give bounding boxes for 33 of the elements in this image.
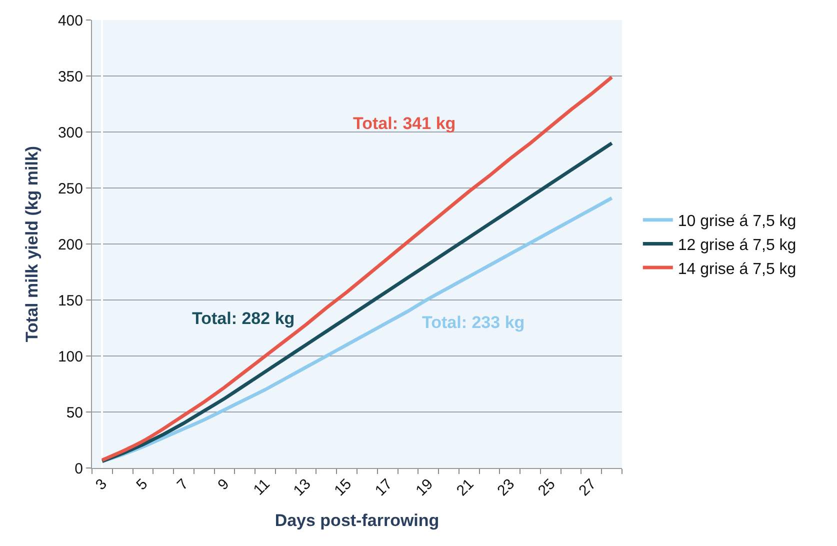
x-tick-label: 9	[214, 476, 233, 494]
x-tick-label: 19	[412, 476, 436, 500]
x-tick-label: 21	[453, 476, 478, 500]
y-tick-label: 300	[58, 124, 83, 142]
legend-label: 12 grise á 7,5 kg	[678, 236, 796, 254]
y-tick-label: 400	[58, 12, 83, 30]
y-tick-label: 150	[58, 292, 83, 310]
annotation: Total: 233 kg	[422, 313, 525, 332]
legend-label: 14 grise á 7,5 kg	[678, 260, 796, 278]
x-tick-label: 3	[92, 476, 110, 494]
line-series	[100, 141, 614, 464]
x-tick-label: 11	[250, 476, 274, 499]
x-tick-label: 7	[174, 476, 192, 494]
x-tick-label: 5	[133, 476, 152, 494]
x-axis-title: Days post-farrowing	[274, 510, 440, 530]
y-axis-title: Total milk yield (kg milk)	[22, 146, 42, 342]
y-tick-label: 0	[74, 460, 83, 478]
line-series	[100, 196, 614, 464]
line-series	[100, 75, 614, 462]
x-tick-label: 17	[372, 476, 396, 500]
y-tick-label: 200	[58, 236, 83, 254]
y-tick-label: 100	[58, 348, 83, 366]
x-tick-label: 15	[331, 476, 355, 500]
legend-label: 10 grise á 7,5 kg	[678, 213, 796, 230]
x-tick-label: 25	[534, 476, 559, 500]
annotation: Total: 341 kg	[353, 114, 456, 133]
y-tick-label: 350	[58, 68, 83, 86]
y-tick-label: 50	[66, 404, 83, 422]
annotation: Total: 282 kg	[192, 309, 295, 328]
y-tick-label: 250	[58, 180, 83, 198]
x-tick-label: 27	[576, 476, 600, 500]
x-tick-label: 13	[290, 476, 314, 500]
x-tick-label: 23	[494, 476, 518, 500]
